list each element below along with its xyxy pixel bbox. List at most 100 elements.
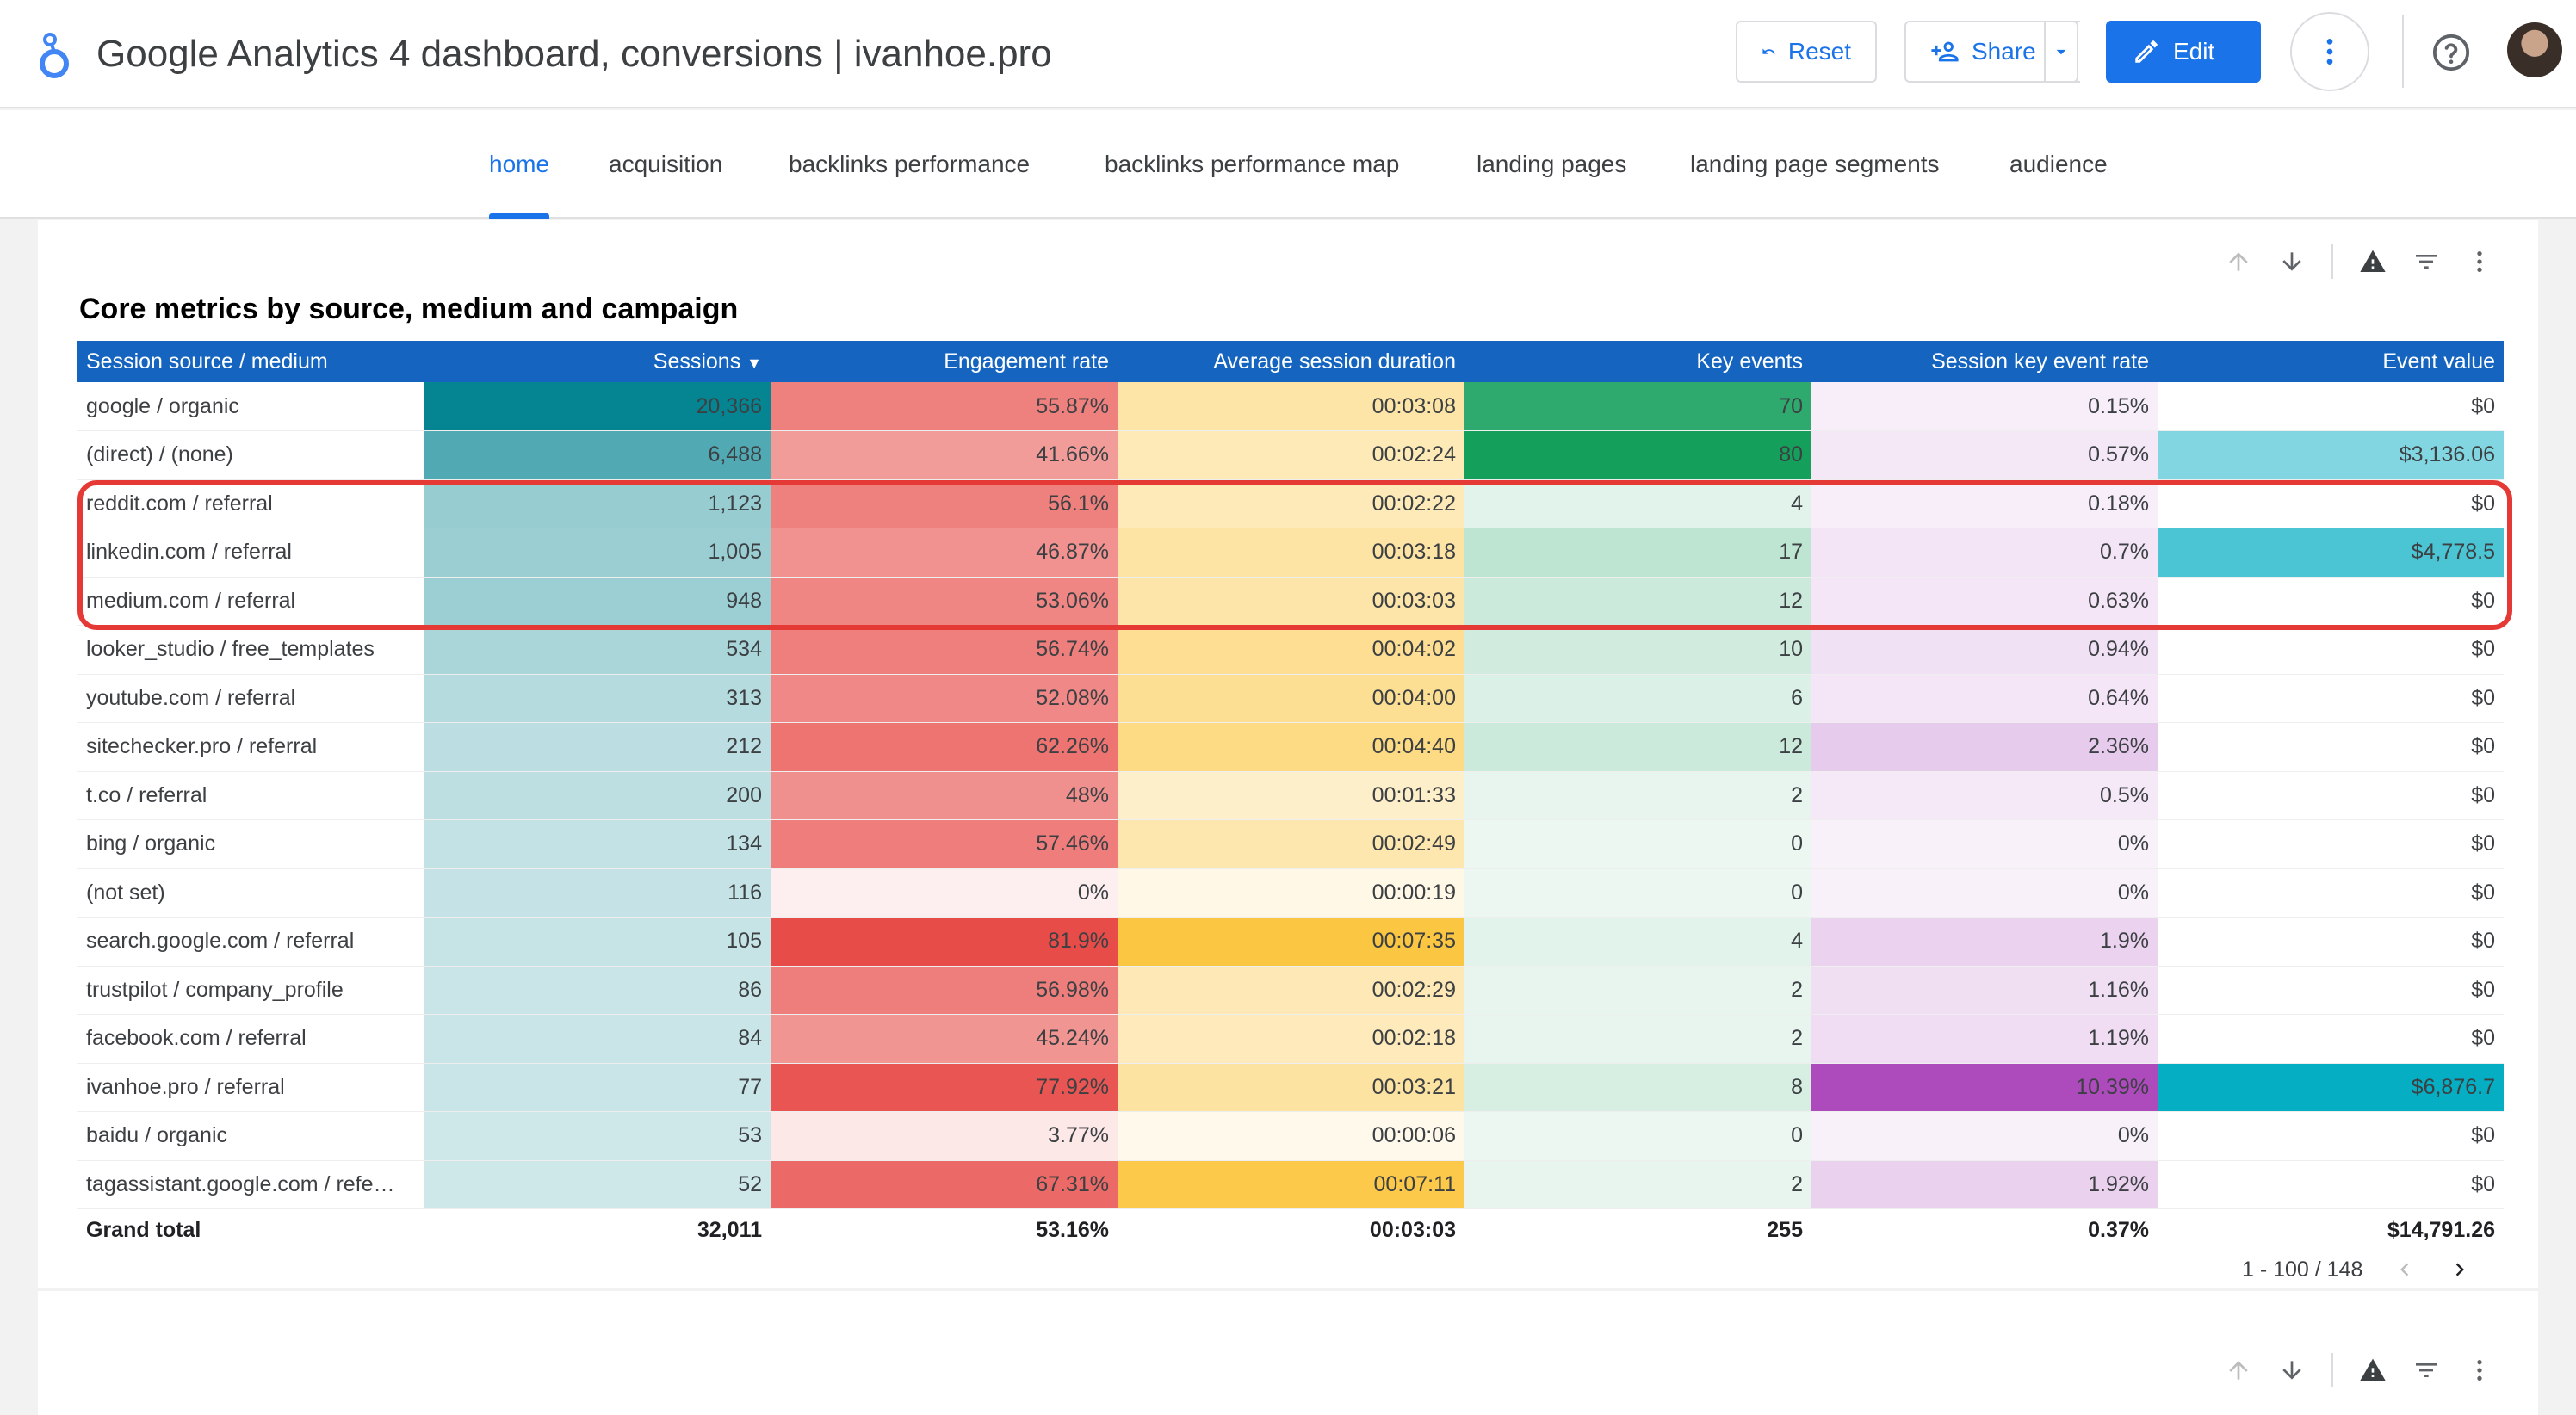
table-row[interactable]: tagassistant.google.com / refe… 52 67.31% 0… [77, 1160, 2504, 1209]
table-row[interactable]: trustpilot / company_profile 86 56.98% 00:0… [77, 966, 2504, 1015]
cell-key-events: 70 [1464, 382, 1811, 431]
chevron-right-icon[interactable] [2447, 1257, 2473, 1282]
cell-source-medium: bing / organic [77, 819, 424, 869]
column-header-avg-session-duration[interactable]: Average session duration [1118, 341, 1464, 382]
total-cell-key-events: 255 [1767, 1218, 1803, 1243]
cell-event-value: $0 [2158, 382, 2504, 431]
edit-button[interactable]: Edit [2106, 21, 2261, 83]
cell-engagement-rate: 55.87% [771, 382, 1118, 431]
table-row[interactable]: baidu / organic 53 3.77% 00:00:06 0 0% $0 [77, 1111, 2504, 1161]
cell-key-events: 4 [1464, 917, 1811, 967]
cell-key-event-rate: 0% [1811, 868, 2158, 918]
cell-key-events: 12 [1464, 722, 1811, 772]
cell-sessions: 20,366 [424, 382, 771, 431]
table-row[interactable]: medium.com / referral 948 53.06% 00:03:03 12… [77, 577, 2504, 626]
table-row[interactable]: facebook.com / referral 84 45.24% 00:02:18 2… [77, 1014, 2504, 1064]
looker-studio-logo-icon [40, 33, 69, 78]
table-row[interactable]: linkedin.com / referral 1,005 46.87% 00:03:… [77, 528, 2504, 578]
cell-event-value: $6,876.7 [2158, 1063, 2504, 1112]
column-header-source-medium[interactable]: Session source / medium [77, 341, 424, 382]
sort-ascending-icon[interactable] [2225, 248, 2252, 275]
reset-button[interactable]: Reset [1736, 21, 1877, 83]
cell-sessions: 105 [424, 917, 771, 967]
cell-avg-duration: 00:07:11 [1118, 1160, 1464, 1209]
tab-home[interactable]: home [489, 110, 550, 219]
sort-ascending-icon[interactable] [2225, 1356, 2252, 1384]
cell-source-medium: google / organic [77, 382, 424, 431]
chevron-left-icon[interactable] [2392, 1257, 2418, 1282]
cell-key-events: 2 [1464, 1014, 1811, 1064]
top-bar: Google Analytics 4 dashboard, conversion… [0, 0, 2576, 108]
cell-key-event-rate: 0.64% [1811, 674, 2158, 723]
column-header-key-events[interactable]: Key events [1464, 341, 1811, 382]
page-nav: home acquisition backlinks performance b… [0, 110, 2576, 219]
cell-source-medium: medium.com / referral [77, 577, 424, 626]
column-header-engagement-rate[interactable]: Engagement rate [771, 341, 1118, 382]
more-vert-icon [2326, 39, 2333, 65]
cell-engagement-rate: 67.31% [771, 1160, 1118, 1209]
table-row[interactable]: google / organic 20,366 55.87% 00:03:08 70 0.… [77, 382, 2504, 431]
cell-event-value: $0 [2158, 625, 2504, 675]
cell-sessions: 1,123 [424, 479, 771, 528]
table-row[interactable]: (direct) / (none) 6,488 41.66% 00:02:24 80 0.… [77, 430, 2504, 480]
cell-engagement-rate: 52.08% [771, 674, 1118, 723]
table-row[interactable]: looker_studio / free_templates 534 56.74% 0… [77, 625, 2504, 675]
cell-source-medium: facebook.com / referral [77, 1014, 424, 1064]
cell-engagement-rate: 56.74% [771, 625, 1118, 675]
table-row[interactable]: reddit.com / referral 1,123 56.1% 00:02:22 4… [77, 479, 2504, 528]
more-vert-icon[interactable] [2466, 1356, 2493, 1384]
column-header-session-key-event-rate[interactable]: Session key event rate [1811, 341, 2158, 382]
cell-key-event-rate: 1.92% [1811, 1160, 2158, 1209]
cell-sessions: 52 [424, 1160, 771, 1209]
more-options-button[interactable] [2290, 12, 2369, 91]
cell-sessions: 86 [424, 966, 771, 1015]
cell-source-medium: sitechecker.pro / referral [77, 722, 424, 772]
cell-key-event-rate: 2.36% [1811, 722, 2158, 772]
reset-label: Reset [1787, 38, 1851, 65]
cell-event-value: $0 [2158, 1111, 2504, 1161]
table-row[interactable]: bing / organic 134 57.46% 00:02:49 0 0% $0 [77, 819, 2504, 869]
column-header-sessions[interactable]: Sessions ▼ [424, 341, 771, 382]
sort-descending-icon[interactable] [2278, 248, 2306, 275]
cell-source-medium: looker_studio / free_templates [77, 625, 424, 675]
table-row[interactable]: sitechecker.pro / referral 212 62.26% 00:04… [77, 722, 2504, 772]
cell-event-value: $0 [2158, 1160, 2504, 1209]
tab-acquisition[interactable]: acquisition [609, 151, 723, 177]
total-cell-engagement-rate: 53.16% [1036, 1218, 1109, 1243]
table-row[interactable]: search.google.com / referral 105 81.9% 00:0… [77, 917, 2504, 967]
warning-icon[interactable] [2359, 1356, 2387, 1384]
cell-source-medium: ivanhoe.pro / referral [77, 1063, 424, 1112]
table-row[interactable]: youtube.com / referral 313 52.08% 00:04:00 6… [77, 674, 2504, 723]
avatar[interactable] [2507, 22, 2562, 77]
more-vert-icon[interactable] [2466, 248, 2493, 275]
total-cell-event-value: $14,791.26 [2387, 1218, 2495, 1243]
table-row[interactable]: (not set) 116 0% 00:00:19 0 0% $0 [77, 868, 2504, 918]
sort-descending-icon[interactable] [2278, 1356, 2306, 1384]
toolbar-divider [2402, 15, 2404, 88]
table-body: google / organic 20,366 55.87% 00:03:08 70 0.… [77, 382, 2504, 1252]
cell-avg-duration: 00:03:03 [1118, 577, 1464, 626]
column-header-event-value[interactable]: Event value [2158, 341, 2504, 382]
tab-backlinks-performance-map[interactable]: backlinks performance map [1105, 151, 1400, 177]
tab-landing-page-segments[interactable]: landing page segments [1690, 151, 1940, 177]
cell-key-events: 80 [1464, 430, 1811, 480]
cell-key-event-rate: 0.15% [1811, 382, 2158, 431]
tab-landing-pages[interactable]: landing pages [1477, 151, 1627, 177]
cell-source-medium: trustpilot / company_profile [77, 966, 424, 1015]
cell-avg-duration: 00:02:24 [1118, 430, 1464, 480]
warning-icon[interactable] [2359, 248, 2387, 275]
table-row[interactable]: t.co / referral 200 48% 00:01:33 2 0.5% $0 [77, 771, 2504, 820]
cell-event-value: $0 [2158, 674, 2504, 723]
cell-key-events: 8 [1464, 1063, 1811, 1112]
share-dropdown-button[interactable] [2044, 21, 2078, 83]
tab-audience[interactable]: audience [2009, 151, 2108, 177]
help-icon[interactable] [2431, 33, 2471, 72]
cell-sessions: 534 [424, 625, 771, 675]
cell-key-events: 4 [1464, 479, 1811, 528]
filter-icon[interactable] [2412, 1356, 2440, 1384]
cell-event-value: $0 [2158, 577, 2504, 626]
filter-icon[interactable] [2412, 248, 2440, 275]
tab-backlinks-performance[interactable]: backlinks performance [789, 151, 1031, 177]
table-row[interactable]: ivanhoe.pro / referral 77 77.92% 00:03:21 8 1… [77, 1063, 2504, 1112]
cell-avg-duration: 00:04:02 [1118, 625, 1464, 675]
